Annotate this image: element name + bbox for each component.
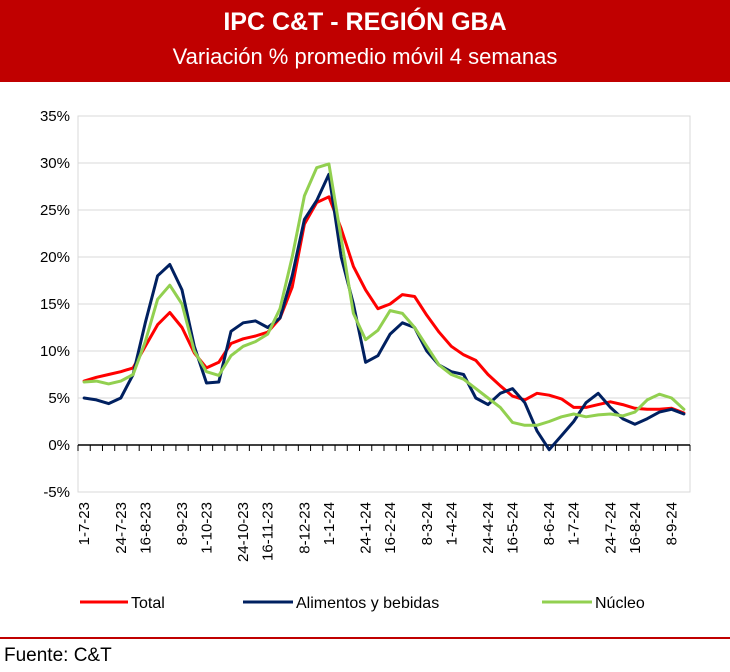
x-tick-label: 16-8-24 [627, 502, 644, 554]
x-tick-label: 16-8-23 [137, 502, 154, 554]
chart-title: IPC C&T - REGIÓN GBA [223, 8, 507, 36]
x-tick-label: 24-10-23 [235, 502, 252, 562]
x-tick-label: 16-5-24 [505, 502, 522, 554]
x-tick-label: 24-7-24 [602, 502, 619, 554]
x-tick-label: 16-11-23 [260, 502, 277, 561]
x-tick-label: 1-1-24 [321, 502, 338, 545]
legend-label: Alimentos y bebidas [296, 595, 439, 612]
x-tick-label: 24-7-23 [113, 502, 130, 554]
y-tick-label: 10% [40, 343, 70, 360]
y-tick-label: -5% [43, 484, 70, 501]
x-tick-label: 8-3-24 [419, 502, 436, 545]
y-tick-label: 0% [48, 437, 70, 454]
x-tick-label: 8-9-23 [174, 502, 191, 545]
x-tick-label: 1-7-23 [76, 502, 93, 545]
legend-label: Total [131, 595, 165, 612]
chart-header: IPC C&T - REGIÓN GBA Variación % promedi… [0, 0, 730, 82]
legend-label: Núcleo [595, 595, 645, 612]
line-chart: -5% 0% 5% 10% 15% 20% 25% 30% 35% 1-7-23 24-7-23 16… [40, 108, 691, 612]
y-tick-label: 15% [40, 296, 70, 313]
chart-subtitle: Variación % promedio móvil 4 semanas [172, 44, 558, 69]
series-line-n-cleo [82, 162, 686, 427]
x-tick-label: 1-4-24 [443, 502, 460, 545]
x-tick-label: 1-7-24 [566, 502, 583, 545]
y-tick-label: 20% [40, 249, 70, 266]
y-tick-label: 25% [40, 202, 70, 219]
x-tick-label: 16-2-24 [382, 502, 399, 554]
source-note: Fuente: C&T [4, 645, 112, 666]
y-tick-label: 5% [48, 390, 70, 407]
footer-divider [0, 637, 730, 639]
y-tick-label: 30% [40, 155, 70, 172]
x-tick-label: 8-6-24 [541, 502, 558, 545]
x-tick-label: 8-12-23 [296, 502, 313, 554]
x-tick-label: 1-10-23 [199, 502, 216, 554]
y-tick-label: 35% [40, 108, 70, 125]
series-line-total [82, 195, 686, 415]
chart-area: -5% 0% 5% 10% 15% 20% 25% 30% 35% 1-7-23 24-7-23 16… [0, 82, 730, 637]
x-tick-label: 24-1-24 [358, 502, 375, 554]
x-tick-label: 8-9-24 [664, 502, 681, 545]
x-tick-label: 24-4-24 [480, 502, 497, 554]
series-line-alimentos-y-bebidas [82, 172, 686, 452]
